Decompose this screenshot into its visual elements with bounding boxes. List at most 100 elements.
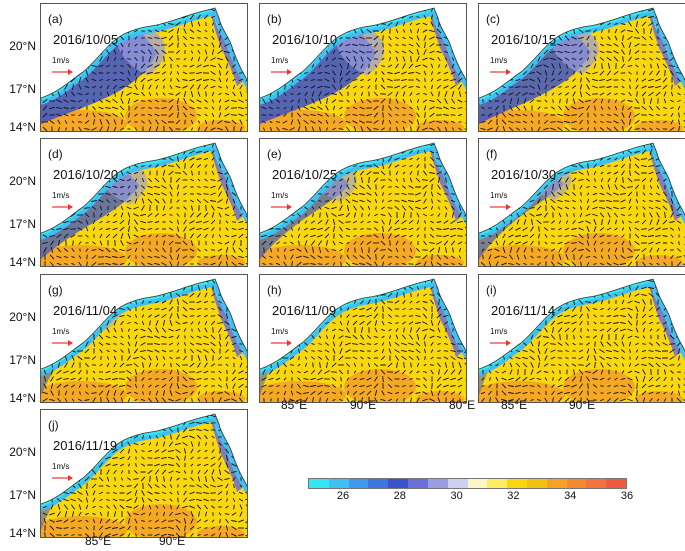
- saline-patch: [197, 526, 245, 537]
- lat-label: 14°N: [9, 526, 36, 540]
- lat-label: 17°N: [9, 217, 36, 231]
- salinity-map: [260, 7, 466, 131]
- lat-label: 14°N: [9, 120, 36, 134]
- panel-tag: (b): [267, 12, 282, 26]
- velocity-scale-arrow-icon: [271, 340, 292, 346]
- lon-label-90e-row3-mid: 90°E: [350, 398, 377, 412]
- velocity-scale-label: 1m/s: [271, 56, 289, 65]
- map-panel: (e) 2016/10/25 1m/s: [259, 138, 467, 267]
- coastline: [41, 413, 247, 505]
- colorbar-swatch: [566, 479, 587, 488]
- colorbar-swatch: [507, 479, 527, 488]
- salinity-map: [41, 7, 247, 131]
- lon-label-80e-row3-right: 80°E: [449, 398, 476, 412]
- velocity-scale-arrow-icon: [271, 204, 292, 210]
- velocity-scale-arrow-icon: [52, 475, 73, 481]
- colorbar-tick: 26: [336, 490, 350, 502]
- salinity-map: [260, 142, 466, 266]
- salinity-map: [41, 278, 247, 402]
- colorbar-swatch: [348, 479, 369, 488]
- lat-label: 14°N: [9, 255, 36, 269]
- map-panel: (h) 2016/11/09 1m/s: [259, 274, 467, 403]
- panel-date: 2016/10/15: [491, 32, 557, 47]
- salinity-map: [479, 7, 685, 131]
- panel-date: 2016/10/05: [53, 32, 119, 47]
- colorbar-swatch: [427, 479, 448, 488]
- saline-patch: [125, 369, 197, 402]
- colorbar-tick: 34: [564, 490, 577, 502]
- saline-patch: [41, 381, 127, 402]
- velocity-scale-arrow-icon: [490, 69, 511, 75]
- map-panel: (b) 2016/10/10 1m/s: [259, 3, 467, 132]
- lat-label: 17°N: [9, 82, 36, 96]
- coastline: [479, 7, 685, 99]
- saline-patch: [197, 120, 245, 131]
- salinity-map: [41, 413, 247, 537]
- lon-label-85e-row3-right: 85°E: [501, 398, 528, 412]
- salinity-map: [260, 278, 466, 402]
- lon-label-90e-row3-right: 90°E: [569, 398, 596, 412]
- salinity-map: [41, 142, 247, 266]
- lat-label: 17°N: [9, 353, 36, 367]
- lon-label-90e-row4: 90°E: [159, 534, 186, 548]
- panel-tag: (g): [48, 283, 63, 297]
- lat-label: 14°N: [9, 391, 36, 405]
- colorbar-swatch: [447, 479, 468, 488]
- saline-patch: [416, 255, 464, 266]
- velocity-scale-label: 1m/s: [490, 327, 508, 336]
- velocity-scale-arrow-icon: [52, 69, 73, 75]
- coastline: [41, 7, 247, 99]
- panel-date: 2016/10/30: [491, 167, 557, 182]
- colorbar-swatch: [388, 479, 409, 488]
- saline-patch: [125, 98, 197, 131]
- colorbar-swatch: [487, 479, 508, 488]
- panel-date: 2016/10/10: [272, 32, 338, 47]
- coastline: [260, 7, 466, 99]
- colorbar-swatch: [328, 479, 349, 488]
- colorbar-swatch: [368, 479, 389, 488]
- saline-patch: [416, 120, 464, 131]
- saline-patch: [260, 245, 346, 266]
- panel-date: 2016/11/09: [272, 303, 337, 318]
- map-panel: (f) 2016/10/30 1m/s: [478, 138, 685, 267]
- saline-patch: [416, 391, 464, 402]
- colorbar-tick: 32: [507, 490, 520, 502]
- map-panel: (i) 2016/11/14 1m/s: [478, 274, 685, 403]
- lat-label: 20°N: [9, 445, 36, 459]
- panel-tag: (h): [267, 283, 282, 297]
- velocity-scale-label: 1m/s: [490, 56, 508, 65]
- panel-date: 2016/10/20: [53, 167, 119, 182]
- panel-tag: (j): [48, 418, 59, 432]
- lon-label-85e-row3-mid: 85°E: [281, 398, 308, 412]
- velocity-scale-label: 1m/s: [271, 191, 289, 200]
- salinity-map: [479, 142, 685, 266]
- panel-date: 2016/11/04: [53, 303, 118, 318]
- colorbar-swatch: [467, 479, 488, 488]
- lat-label: 20°N: [9, 310, 36, 324]
- colorbar-swatch: [408, 479, 428, 488]
- saline-patch: [125, 504, 197, 537]
- colorbar-swatch: [586, 479, 607, 488]
- colorbar-tick: 28: [393, 490, 406, 502]
- coastline: [479, 278, 685, 370]
- coastline: [479, 142, 685, 234]
- velocity-scale-label: 1m/s: [271, 327, 289, 336]
- velocity-scale-label: 1m/s: [52, 191, 70, 200]
- lat-label: 20°N: [9, 39, 36, 53]
- map-panel: (d) 2016/10/20 1m/s: [40, 138, 248, 267]
- saline-patch: [41, 245, 127, 266]
- velocity-scale-arrow-icon: [490, 340, 511, 346]
- panel-date: 2016/11/14: [491, 303, 556, 318]
- panel-tag: (c): [486, 12, 500, 26]
- lat-label: 17°N: [9, 488, 36, 502]
- panel-tag: (f): [486, 147, 498, 161]
- colorbar-tick: 36: [620, 490, 634, 502]
- velocity-scale-label: 1m/s: [52, 56, 70, 65]
- saline-patch: [344, 98, 416, 131]
- velocity-scale-arrow-icon: [52, 340, 73, 346]
- map-panel: (j) 2016/11/19 1m/s: [40, 409, 248, 538]
- saline-patch: [479, 381, 565, 402]
- coastline: [260, 278, 466, 370]
- colorbar-swatch: [309, 479, 329, 488]
- panel-date: 2016/10/25: [272, 167, 338, 182]
